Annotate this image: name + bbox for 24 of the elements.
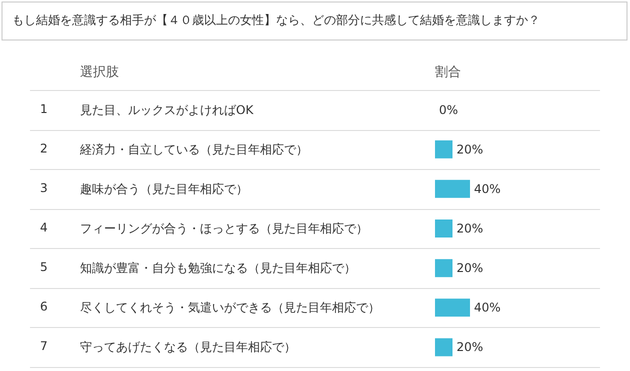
data-label: 40% bbox=[474, 300, 501, 315]
text: 5 bbox=[40, 260, 48, 274]
y-tick-label: 見た目、ルックスがよければOK bbox=[80, 102, 254, 117]
y-axis-title: 選択肢 bbox=[80, 65, 119, 80]
y-tick-label: フィーリングが合う・ほっとする（見た目年相応で） bbox=[80, 222, 368, 236]
x-axis-title: 割合 bbox=[435, 65, 461, 80]
text: 7 bbox=[40, 339, 48, 354]
y-tick-label: 趣味が合う（見た目年相応で） bbox=[80, 182, 248, 196]
data-label: 0% bbox=[439, 102, 458, 117]
text: 3 bbox=[40, 180, 48, 195]
data-label: 20% bbox=[456, 340, 484, 354]
data-label: 20% bbox=[456, 261, 484, 276]
text: 2 bbox=[40, 141, 48, 156]
text: もし結婚を意識する相手が【４０歳以上の女性】なら、どの部分に共感して結婚を意識しますか？ bbox=[12, 13, 540, 27]
text: 4 bbox=[40, 220, 48, 234]
data-label: 20% bbox=[456, 222, 484, 236]
text: 1 bbox=[40, 102, 48, 116]
data-label: 20% bbox=[456, 142, 484, 156]
y-tick-label: 守ってあげたくなる（見た目年相応で） bbox=[80, 340, 296, 354]
y-tick-label: 知識が豊富・自分も勉強になる（見た目年相応で） bbox=[80, 261, 356, 276]
text: 6 bbox=[40, 300, 48, 314]
y-tick-label: 経済力・自立している（見た目年相応で） bbox=[79, 142, 308, 156]
y-tick-label: 尽くしてくれそう・気遣いができる（見た目年相応で） bbox=[80, 300, 380, 315]
data-label: 40% bbox=[474, 182, 501, 196]
